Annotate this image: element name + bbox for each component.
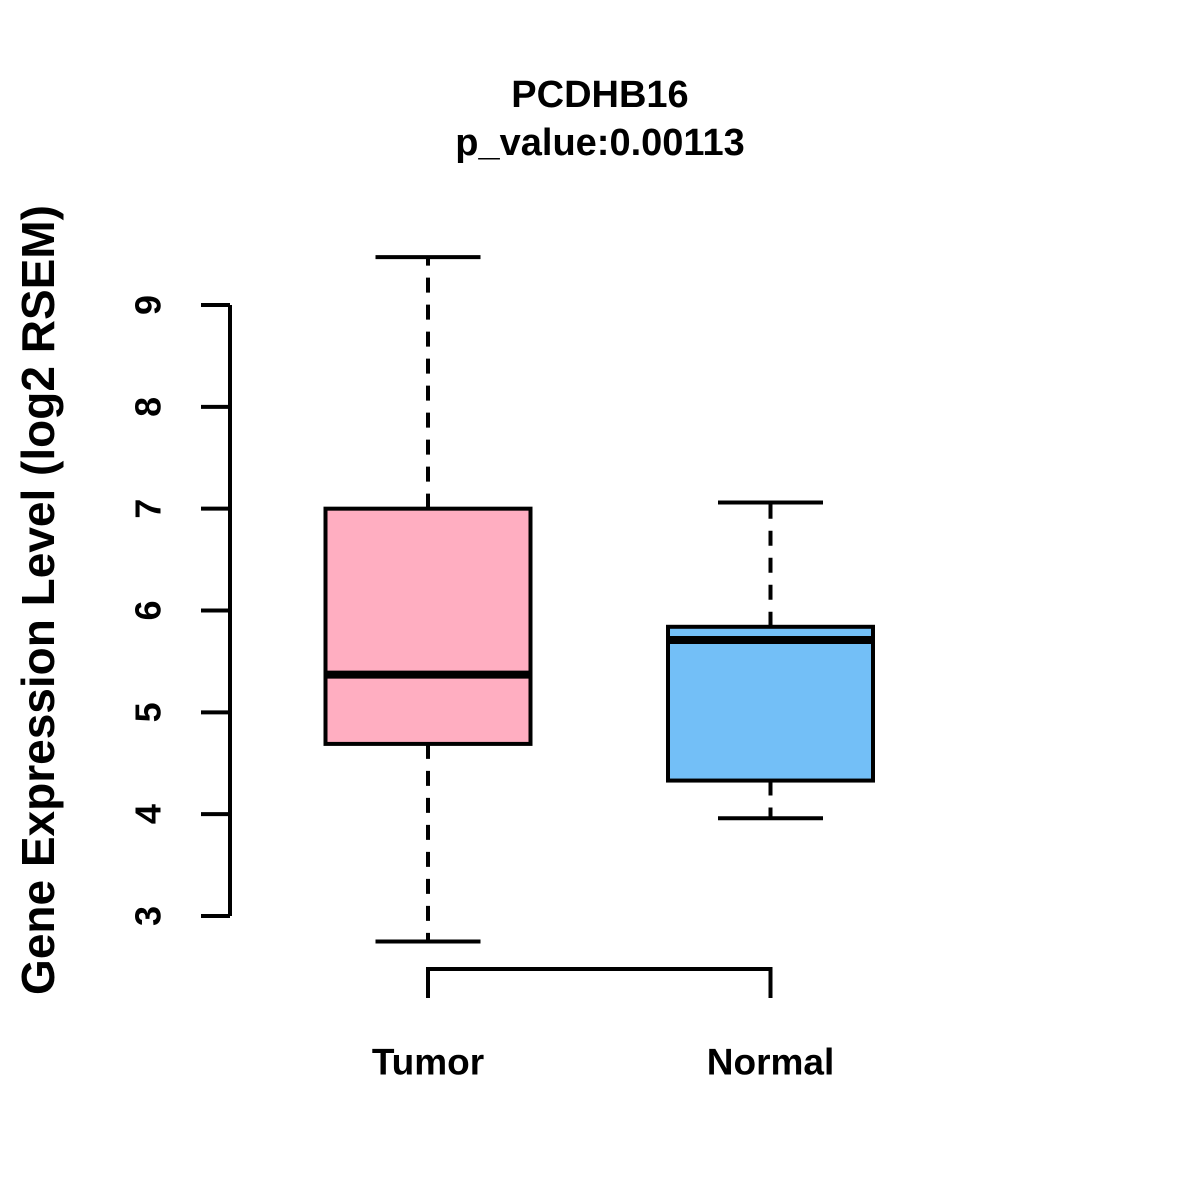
y-axis-tick-label: 4 (128, 804, 169, 824)
y-axis-tick-label: 8 (128, 397, 169, 417)
chart-subtitle: p_value:0.00113 (455, 122, 745, 164)
chart-title: PCDHB16 (511, 74, 689, 116)
box-tumor (323, 506, 533, 746)
y-axis-tick-label: 3 (128, 906, 169, 926)
box-normal (666, 624, 875, 783)
y-axis-tick-label: 9 (128, 295, 169, 315)
x-axis-bracket (426, 967, 773, 998)
y-axis-tick-label: 5 (128, 702, 169, 722)
y-axis-tick-label: 6 (128, 600, 169, 620)
x-axis-label-normal: Normal (707, 1042, 834, 1083)
y-axis-tick-label: 7 (128, 499, 169, 519)
x-axis-label-tumor: Tumor (372, 1042, 484, 1083)
